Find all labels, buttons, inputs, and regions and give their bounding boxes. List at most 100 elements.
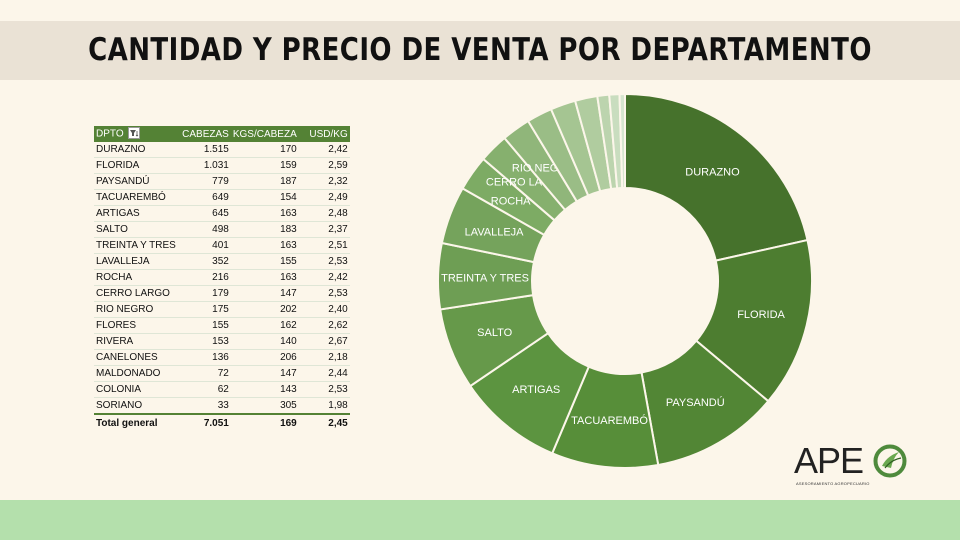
- table-cell: 401: [177, 237, 231, 254]
- table-row: CANELONES 136 206 2,18: [94, 349, 350, 366]
- table-cell: 2,53: [298, 381, 350, 398]
- table-cell: 2,53: [298, 285, 350, 302]
- table-cell: 163: [230, 205, 299, 222]
- table-cell: 498: [177, 221, 231, 238]
- table-cell: 2,42: [298, 269, 350, 286]
- table-cell: 175: [177, 301, 231, 318]
- table-cell: 136: [177, 349, 231, 366]
- slice-label: PAYSANDÚ: [666, 396, 725, 409]
- table-cell: 155: [177, 317, 231, 334]
- table-cell: 2,44: [298, 365, 350, 382]
- table-cell: 2,59: [298, 157, 350, 174]
- table-cell: 163: [230, 269, 299, 286]
- title-band: [0, 21, 960, 80]
- table-row: DURAZNO 1.515 170 2,42: [94, 142, 350, 158]
- table-cell: 72: [177, 365, 231, 382]
- table-cell: LAVALLEJA: [94, 253, 178, 270]
- table-cell: 162: [230, 317, 299, 334]
- table-cell: 206: [230, 349, 299, 366]
- footer-band: [0, 500, 960, 540]
- header-cell-cabezas: CABEZAS: [177, 126, 231, 142]
- table-cell: 170: [230, 142, 299, 158]
- table-cell: 216: [177, 269, 231, 286]
- slice-soriano: [618, 92, 626, 190]
- table-cell: 2,49: [298, 189, 350, 206]
- header-cell-usd-kg: USD/KG: [298, 126, 350, 142]
- slice-label: ROCHA: [491, 195, 531, 207]
- header-cell-dpto[interactable]: DPTO: [94, 126, 178, 142]
- total-cell: 169: [230, 413, 299, 431]
- logo-subtitle: ASESORAMIENTO AGROPECUARIO: [796, 481, 870, 486]
- table-cell: 1.031: [177, 157, 231, 174]
- table-row: SALTO 498 183 2,37: [94, 221, 350, 238]
- table-cell: 2,42: [298, 142, 350, 158]
- table-row: RIO NEGRO 175 202 2,40: [94, 301, 350, 318]
- table-row: RIVERA 153 140 2,67: [94, 333, 350, 350]
- table-cell: 2,67: [298, 333, 350, 350]
- table-cell: 2,40: [298, 301, 350, 318]
- table-cell: FLORES: [94, 317, 178, 334]
- table-cell: 202: [230, 301, 299, 318]
- table-cell: 179: [177, 285, 231, 302]
- table-cell: 183: [230, 221, 299, 238]
- table-cell: 649: [177, 189, 231, 206]
- table-cell: CANELONES: [94, 349, 178, 366]
- table-cell: 140: [230, 333, 299, 350]
- filter-icon[interactable]: [127, 127, 140, 139]
- table-cell: DURAZNO: [94, 142, 178, 158]
- table-row: TREINTA Y TRES 401 163 2,51: [94, 237, 350, 254]
- slice-durazno: [624, 92, 809, 262]
- header-cell-kgs-cabeza: KGS/CABEZA: [230, 126, 299, 142]
- total-cell: 7.051: [177, 413, 231, 431]
- slice-label: DURAZNO: [685, 167, 740, 179]
- total-cell: Total general: [94, 413, 178, 431]
- table-cell: FLORIDA: [94, 157, 178, 174]
- table-row: CERRO LARGO 179 147 2,53: [94, 285, 350, 302]
- table-cell: 154: [230, 189, 299, 206]
- table-cell: CERRO LARGO: [94, 285, 178, 302]
- table-cell: PAYSANDÚ: [94, 173, 178, 190]
- table-cell: 153: [177, 333, 231, 350]
- table-cell: 2,18: [298, 349, 350, 366]
- table-cell: COLONIA: [94, 381, 178, 398]
- logo: APE ASESORAMIENTO AGROPECUARIO: [794, 440, 914, 490]
- table-cell: TREINTA Y TRES: [94, 237, 178, 254]
- table-cell: MALDONADO: [94, 365, 178, 382]
- logo-text: APE: [794, 440, 864, 481]
- table-cell: 2,53: [298, 253, 350, 270]
- slice-florida: [694, 238, 813, 403]
- table-cell: 62: [177, 381, 231, 398]
- table-cell: 2,62: [298, 317, 350, 334]
- table-cell: 645: [177, 205, 231, 222]
- table-cell: ARTIGAS: [94, 205, 178, 222]
- slice-label: ARTIGAS: [512, 384, 560, 396]
- table-cell: 1.515: [177, 142, 231, 158]
- table-row: FLORIDA 1.031 159 2,59: [94, 157, 350, 174]
- table-cell: 147: [230, 285, 299, 302]
- table-cell: 187: [230, 173, 299, 190]
- table-cell: 779: [177, 173, 231, 190]
- table-cell: SALTO: [94, 221, 178, 238]
- total-cell: 2,45: [298, 413, 350, 431]
- table-cell: 163: [230, 237, 299, 254]
- slice-label: TACUAREMBÓ: [571, 414, 648, 427]
- slice-label: FLORIDA: [737, 309, 785, 321]
- table-cell: TACUAREMBÓ: [94, 189, 178, 206]
- table-row: ARTIGAS 645 163 2,48: [94, 205, 350, 222]
- table-row: COLONIA 62 143 2,53: [94, 381, 350, 398]
- table-cell: RIVERA: [94, 333, 178, 350]
- data-table: DPTO CABEZAS KGS/CABEZA USD/KG DURAZNO 1.…: [94, 126, 350, 431]
- table-cell: 159: [230, 157, 299, 174]
- table-cell: ROCHA: [94, 269, 178, 286]
- table-total-row: Total general 7.051 169 2,45: [94, 413, 350, 431]
- table-cell: 143: [230, 381, 299, 398]
- table-cell: 2,48: [298, 205, 350, 222]
- table-row: LAVALLEJA 352 155 2,53: [94, 253, 350, 270]
- table-row: FLORES 155 162 2,62: [94, 317, 350, 334]
- table-row: MALDONADO 72 147 2,44: [94, 365, 350, 382]
- table-cell: 2,37: [298, 221, 350, 238]
- table-row: TACUAREMBÓ 649 154 2,49: [94, 189, 350, 206]
- page-title: CANTIDAD Y PRECIO DE VENTA POR DEPARTAME…: [88, 32, 872, 68]
- table-row: PAYSANDÚ 779 187 2,32: [94, 173, 350, 190]
